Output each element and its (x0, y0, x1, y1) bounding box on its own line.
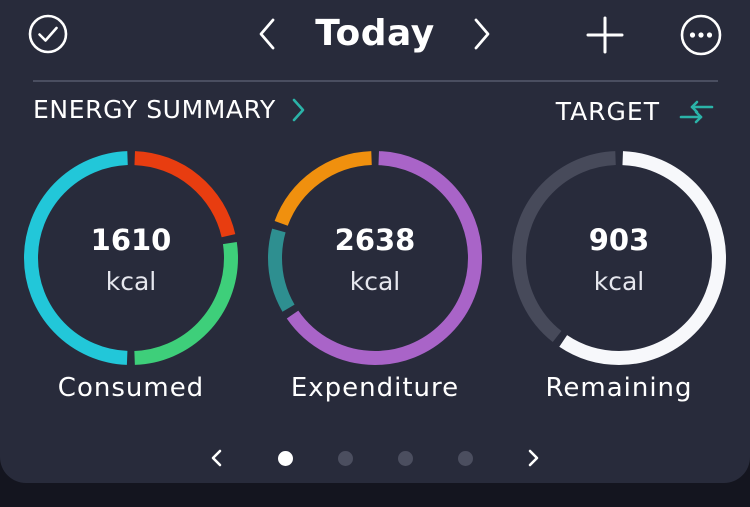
consumed-label: Consumed (57, 373, 205, 403)
consumed-ring[interactable]: 1610 kcal (19, 146, 243, 370)
ring-segment (24, 151, 238, 365)
consumed-ring-chart (24, 151, 238, 365)
ring-segment (268, 151, 482, 365)
expenditure-ring[interactable]: 2638 kcal (263, 146, 487, 370)
remaining-ring[interactable]: 903 kcal (507, 146, 731, 370)
energy-summary-link[interactable]: ENERGY SUMMARY (33, 92, 306, 128)
remaining-ring-chart (512, 151, 726, 365)
chevron-right-icon (290, 97, 306, 123)
expenditure-ring-chart (268, 151, 482, 365)
remaining-unit: kcal (593, 267, 645, 296)
chevron-right-icon[interactable] (467, 14, 497, 54)
expenditure-label: Expenditure (290, 373, 460, 403)
ring-segment (512, 151, 726, 365)
ring-segment (268, 151, 482, 365)
plus-icon[interactable] (584, 14, 626, 56)
ring-segment (512, 151, 726, 365)
header-divider (33, 80, 718, 82)
target-label[interactable]: TARGET (555, 97, 660, 126)
consumed-value: 1610 (90, 223, 172, 257)
page-indicator (0, 440, 750, 476)
expenditure-unit: kcal (349, 267, 401, 296)
ring-segment (24, 151, 238, 365)
energy-summary-card: Today ENERGY SUMMARY TARGET (0, 0, 750, 483)
check-circle-icon[interactable] (27, 13, 69, 55)
page-dot[interactable] (337, 451, 353, 466)
remaining-value: 903 (588, 223, 650, 257)
pager-prev-icon[interactable] (204, 442, 230, 474)
page-dot[interactable] (397, 451, 413, 466)
expenditure-value: 2638 (334, 223, 416, 257)
page-dot[interactable] (457, 451, 473, 466)
swap-arrows-icon[interactable] (678, 98, 716, 128)
chevron-left-icon[interactable] (252, 14, 282, 54)
remaining-label: Remaining (545, 373, 693, 403)
pager-next-icon[interactable] (520, 442, 546, 474)
consumed-unit: kcal (105, 267, 157, 296)
page-dot[interactable] (277, 451, 293, 466)
date-title[interactable]: Today (315, 13, 435, 54)
energy-summary-title: ENERGY SUMMARY (33, 95, 276, 124)
more-horizontal-icon[interactable] (679, 13, 723, 57)
